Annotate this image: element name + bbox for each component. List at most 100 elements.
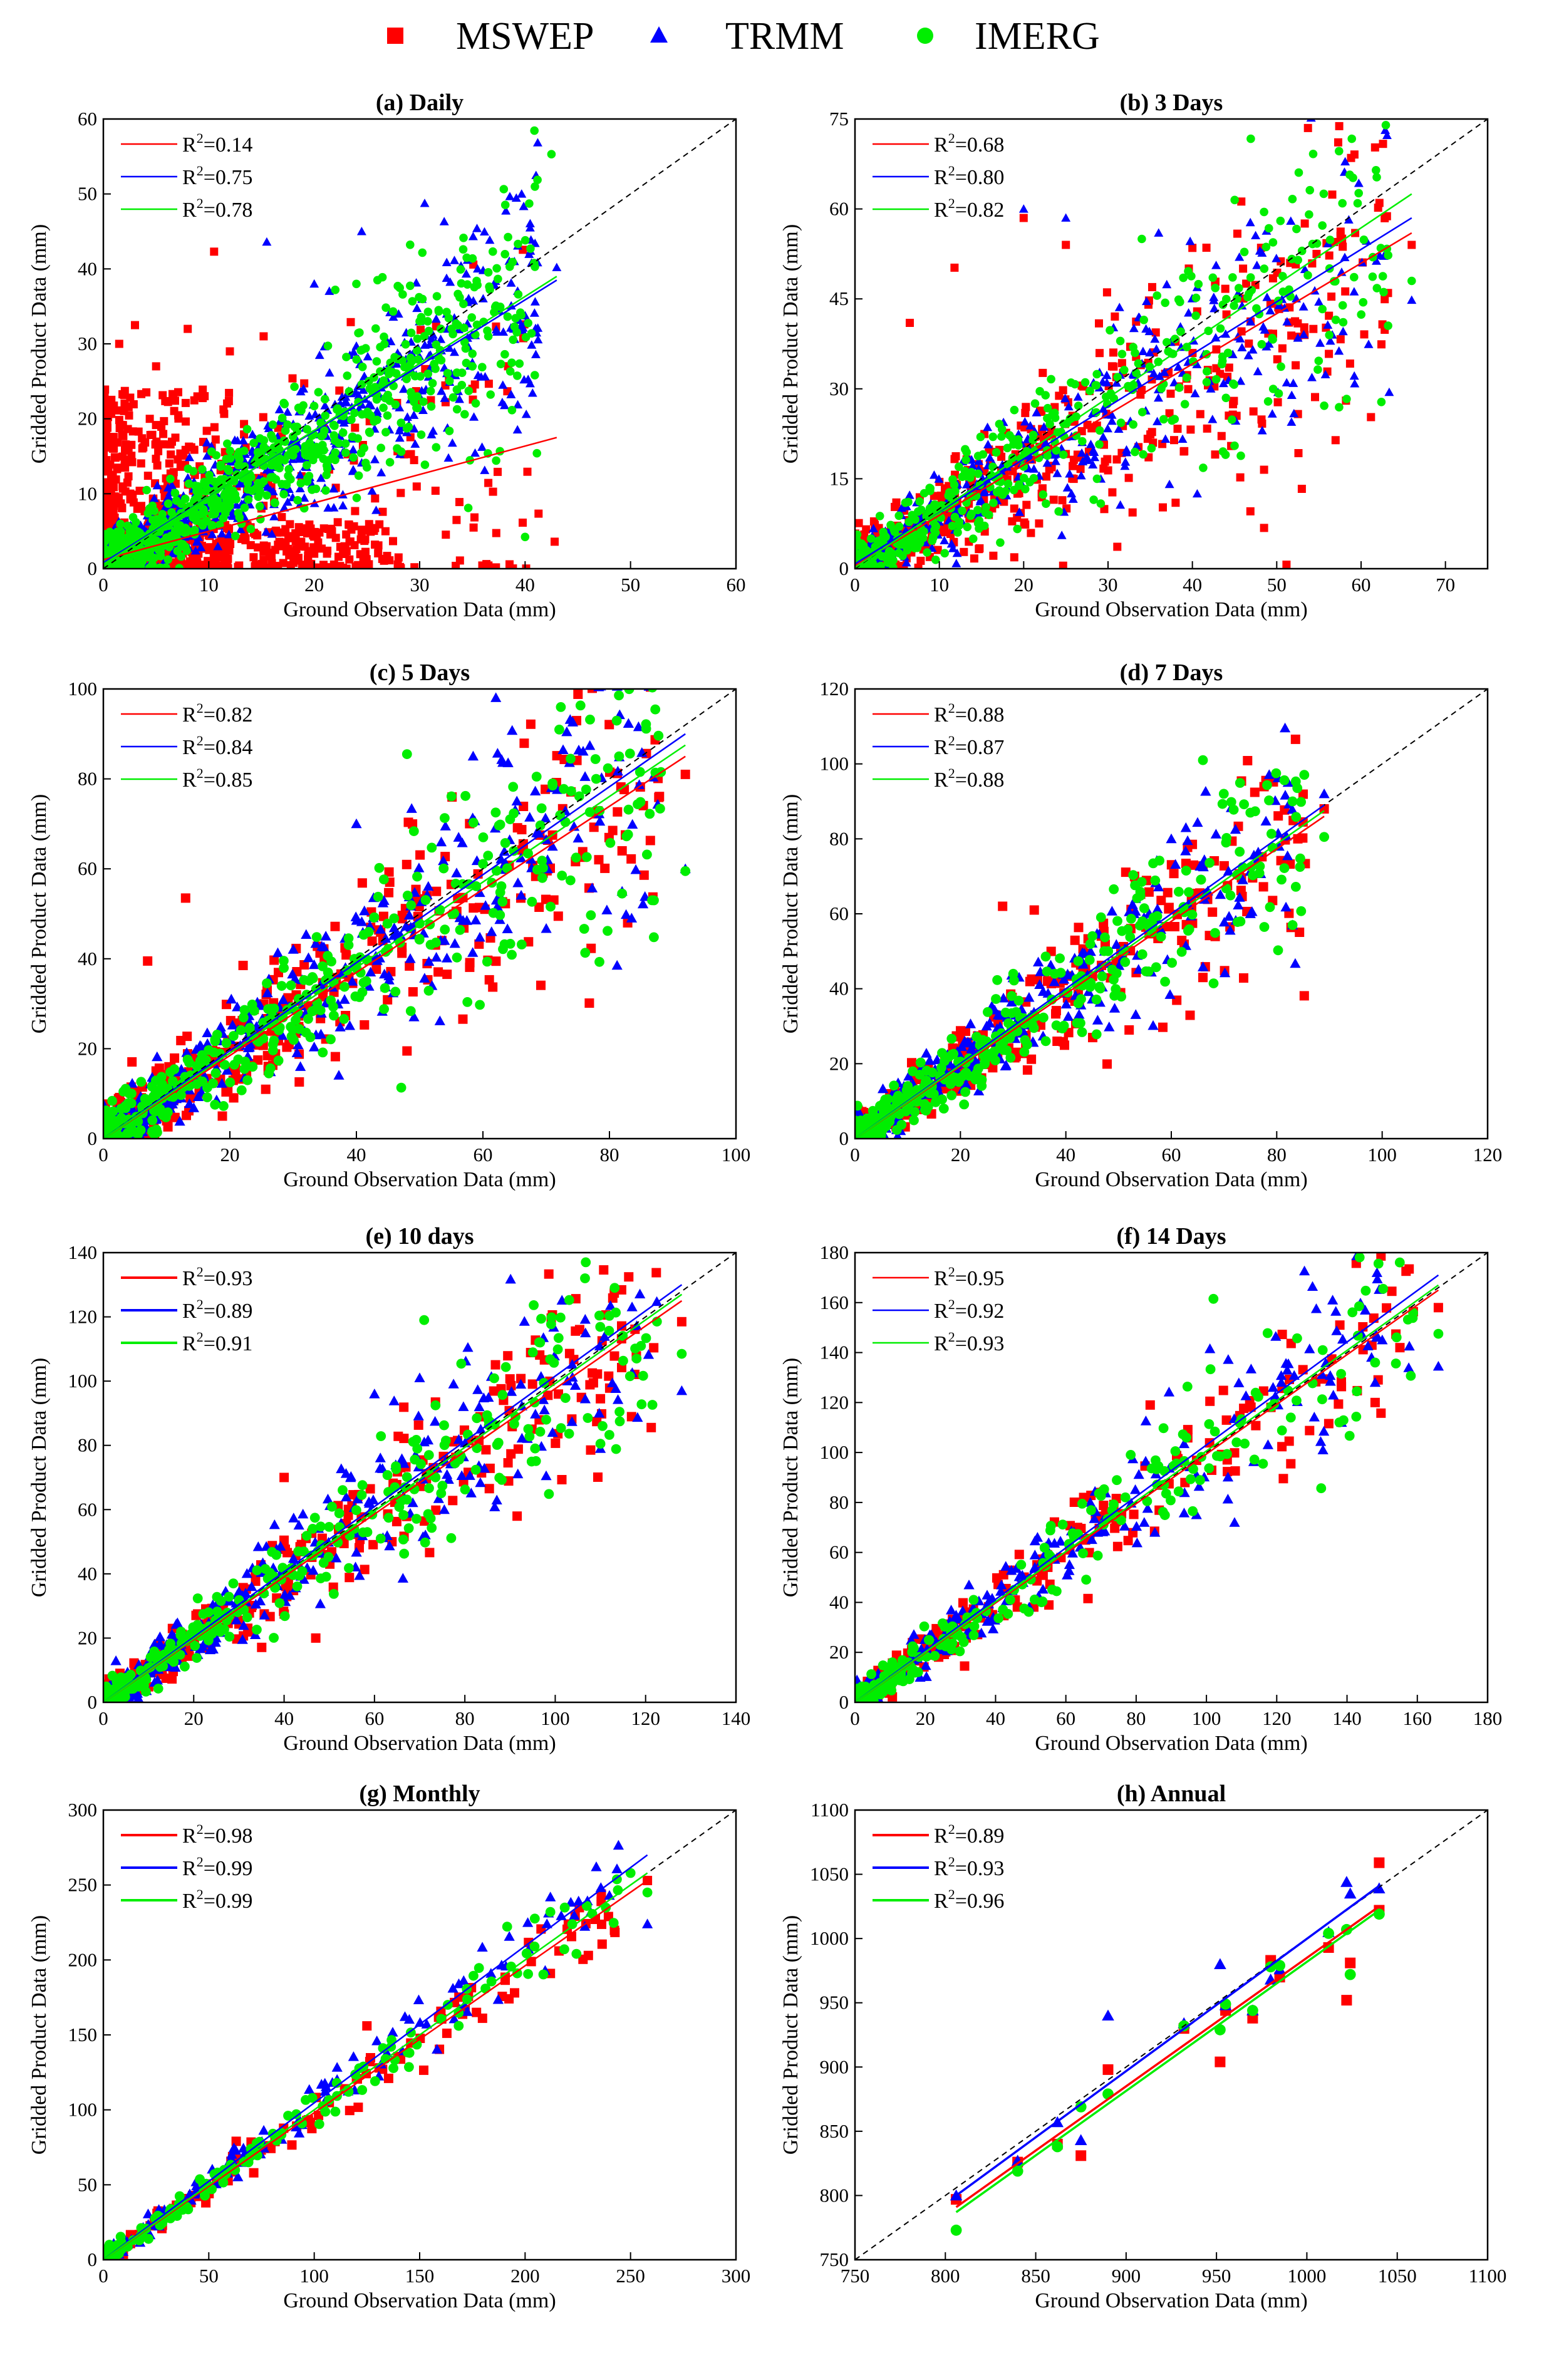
imerg-point (508, 782, 519, 792)
mswep-point (594, 855, 604, 865)
imerg-point (380, 332, 388, 341)
mswep-point (1407, 241, 1416, 249)
mswep-point (1325, 349, 1334, 358)
imerg-point (256, 480, 266, 489)
x-tick-label: 30 (410, 574, 430, 596)
mswep-point (401, 859, 412, 869)
x-tick-label: 0 (850, 574, 860, 596)
trmm-point (476, 372, 486, 381)
trmm-point (295, 470, 305, 479)
trmm-point (637, 898, 649, 909)
trmm-point (365, 966, 376, 976)
trmm-point (190, 1044, 202, 1054)
imerg-point (472, 320, 482, 329)
imerg-point (443, 369, 452, 378)
imerg-point (1113, 373, 1122, 381)
trmm-point (1261, 342, 1272, 351)
trmm-point (296, 453, 306, 462)
imerg-point (1339, 318, 1348, 327)
imerg-point (388, 307, 398, 316)
trmm-point (1042, 458, 1052, 467)
mswep-point (371, 494, 380, 503)
trmm-point (985, 453, 995, 462)
imerg-point (114, 562, 123, 569)
imerg-point (1021, 485, 1030, 494)
imerg-point (1176, 298, 1184, 306)
mswep-point (310, 527, 319, 536)
trmm-point (948, 544, 958, 552)
mswep-point (259, 332, 268, 341)
imerg-point (363, 407, 372, 416)
trmm-point (557, 744, 569, 754)
imerg-point (156, 547, 165, 557)
trmm-point (419, 973, 430, 983)
mswep-point (330, 1052, 340, 1062)
mswep-point (1309, 324, 1318, 333)
imerg-point (291, 445, 300, 453)
imerg-point (373, 415, 381, 425)
mswep-point (522, 564, 531, 569)
imerg-point (532, 448, 541, 458)
trmm-point (202, 451, 212, 460)
mswep-point (1325, 251, 1334, 260)
trmm-point (1288, 378, 1298, 387)
mswep-point (611, 663, 621, 673)
mswep-point (189, 564, 197, 569)
mswep-point (110, 492, 119, 501)
trmm-point (149, 494, 159, 502)
trmm-point (552, 262, 562, 271)
imerg-point (1240, 247, 1249, 257)
trmm-point (521, 410, 531, 418)
mswep-point (300, 379, 309, 388)
mswep-point (159, 430, 168, 438)
mswep-point (229, 1093, 239, 1103)
imerg-point (1116, 336, 1125, 346)
mswep-point (253, 1055, 263, 1065)
imerg-point (197, 519, 206, 527)
mswep-point (1170, 436, 1178, 445)
mswep-point (103, 497, 111, 505)
mswep-point (1328, 190, 1337, 199)
mswep-point (351, 507, 360, 515)
imerg-point (1072, 412, 1080, 421)
trmm-point (502, 757, 514, 767)
imerg-point (1276, 216, 1285, 225)
mswep-point (225, 388, 234, 397)
trmm-point (329, 484, 339, 493)
imerg-point (300, 446, 309, 455)
trmm-point (1300, 264, 1310, 273)
imerg-point (262, 491, 271, 500)
trmm-point (1067, 489, 1077, 498)
imerg-point (321, 486, 330, 495)
mswep-point (365, 520, 373, 529)
trmm-point (1407, 295, 1417, 304)
mswep-point (1184, 385, 1193, 393)
mswep-point (1382, 212, 1391, 220)
imerg-point (321, 411, 330, 420)
mswep-point (488, 982, 498, 992)
trmm-point (929, 470, 939, 479)
mswep-point (143, 472, 152, 480)
mswep-point (1297, 485, 1306, 493)
imerg-point (398, 356, 407, 365)
mswep-point (365, 560, 373, 569)
imerg-point (365, 384, 375, 393)
mswep-point (292, 556, 301, 565)
trmm-point (441, 953, 453, 963)
trmm-point (584, 740, 596, 750)
trmm-point (181, 1047, 192, 1057)
imerg-point (948, 475, 957, 484)
mswep-point (598, 624, 607, 633)
mswep-point (937, 491, 945, 500)
trmm-point (310, 938, 321, 948)
trmm-point (423, 956, 435, 966)
trmm-point (1077, 448, 1087, 457)
mswep-point (1021, 408, 1030, 417)
y-tick-label: 0 (839, 557, 849, 579)
trmm-point (341, 397, 351, 406)
imerg-point (531, 371, 539, 380)
x-axis-label: Ground Observation Data (mm) (1035, 598, 1307, 621)
mswep-point (103, 503, 109, 512)
imerg-point (239, 1012, 249, 1023)
